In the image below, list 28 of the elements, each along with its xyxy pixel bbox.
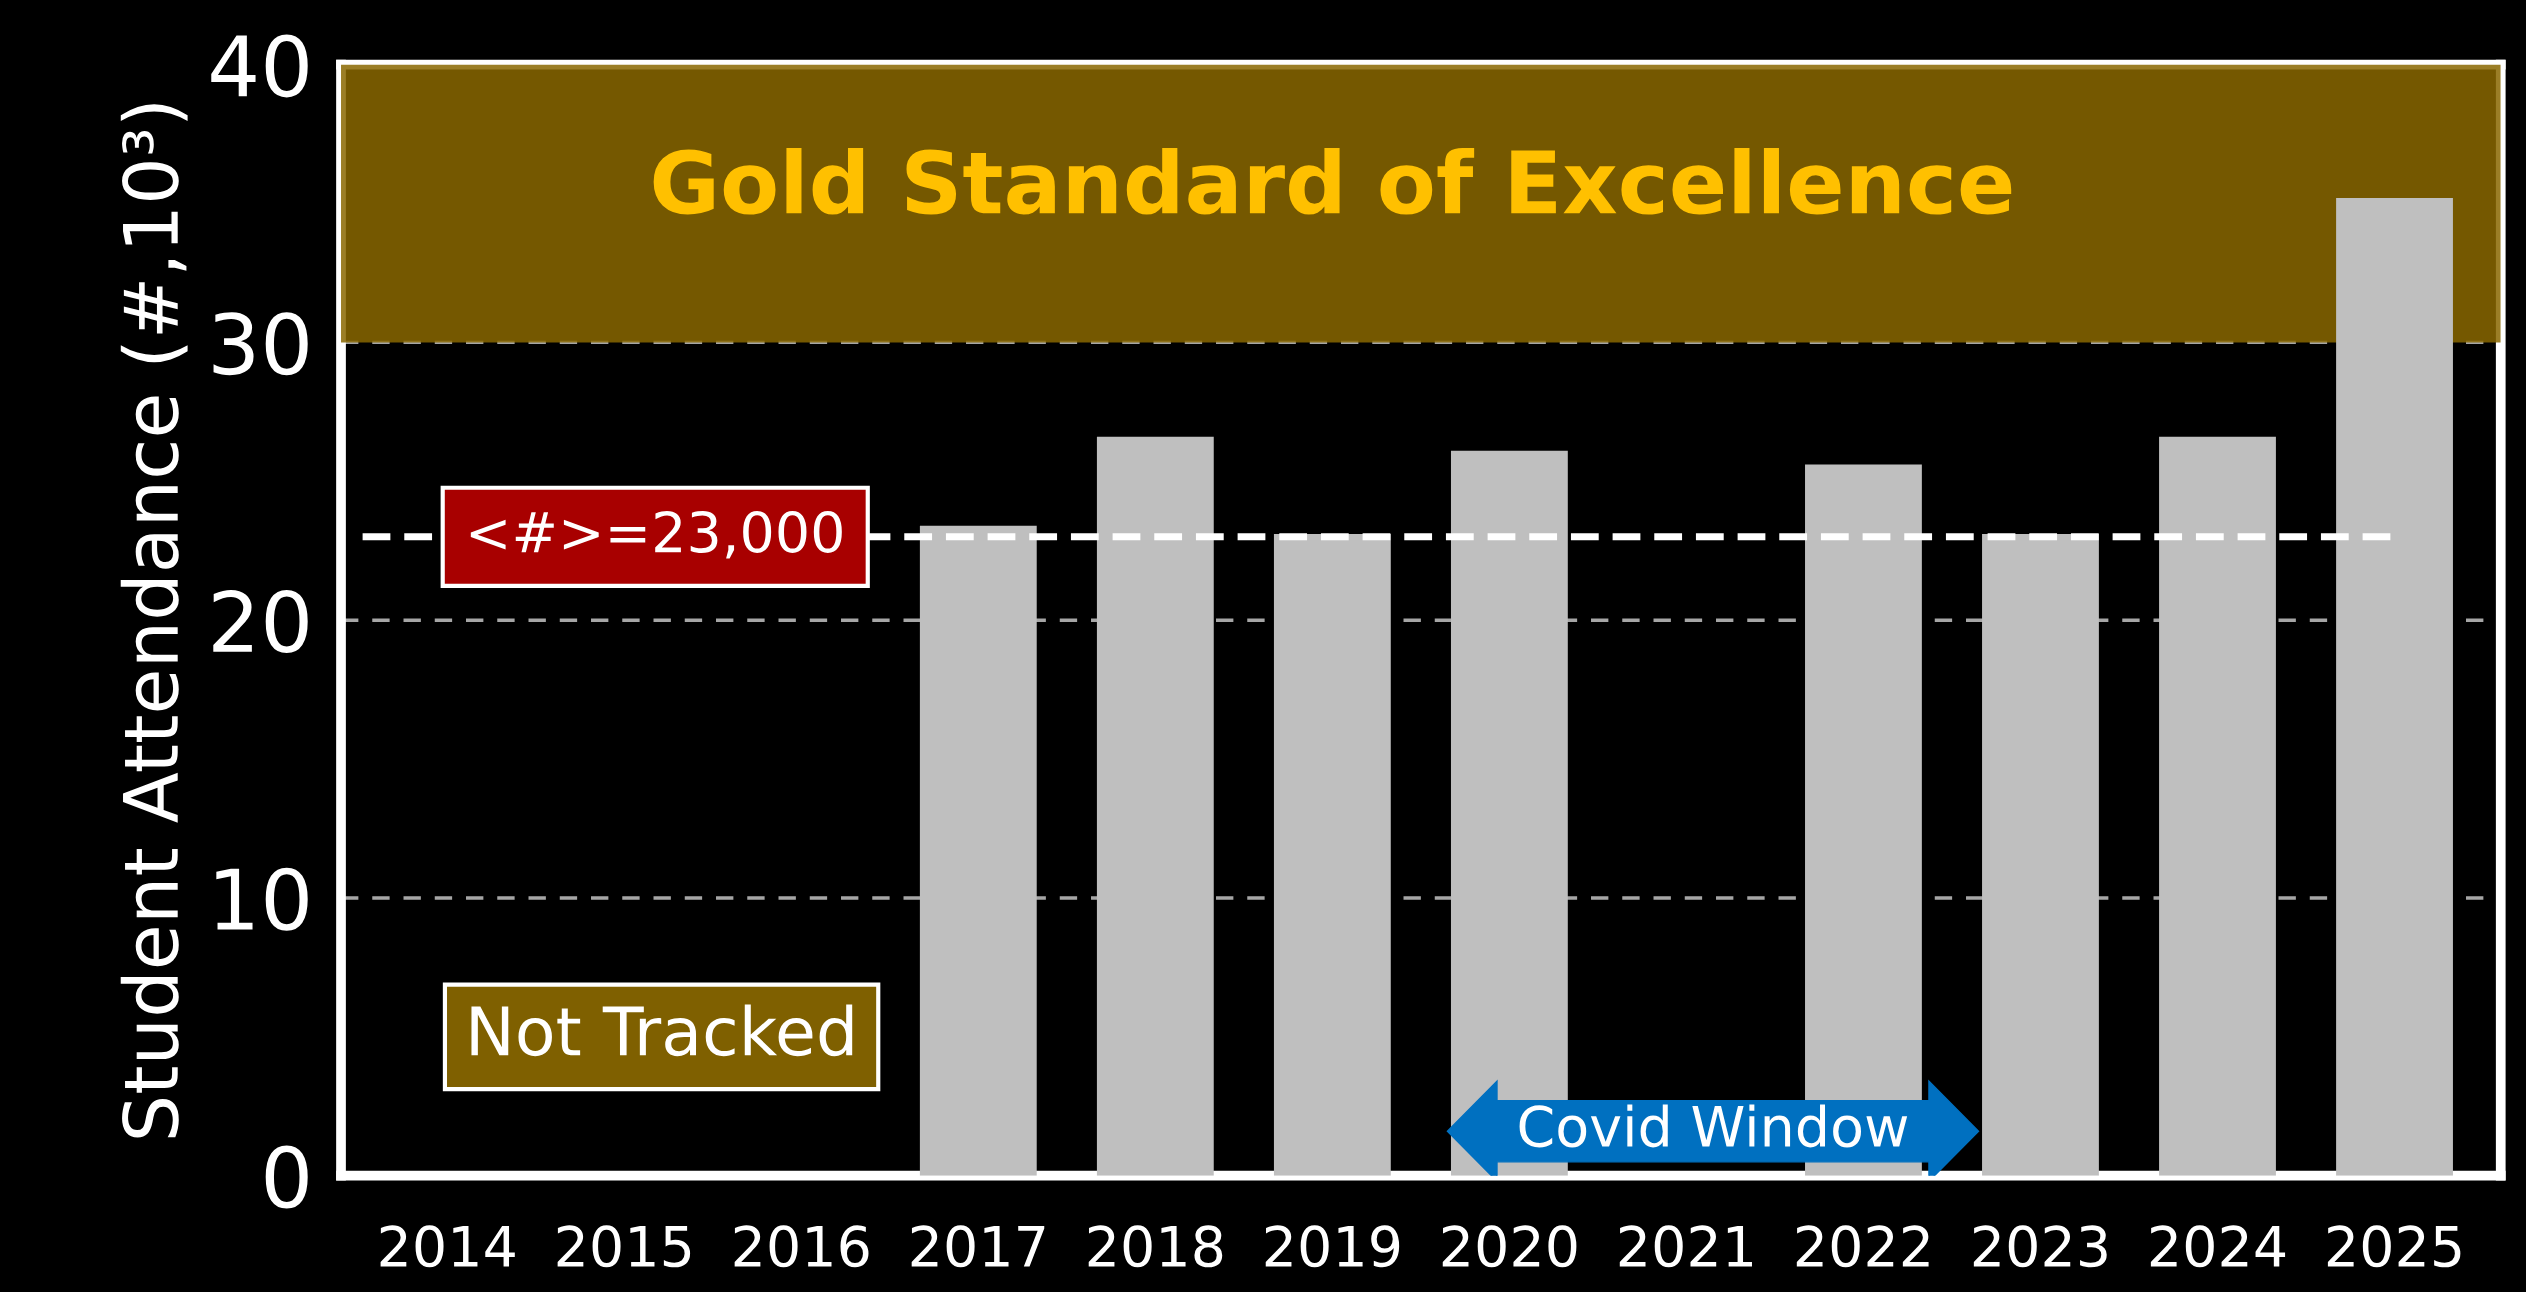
bar — [1273, 534, 1391, 1176]
x-tick-label: 2016 — [734, 1225, 869, 1268]
bar — [1096, 436, 1214, 1176]
x-tick-label: 2021 — [1619, 1225, 1752, 1268]
x-tick-label: 2014 — [380, 1225, 515, 1268]
x-tick-label: 2024 — [2150, 1225, 2286, 1268]
bar — [2159, 436, 2276, 1176]
y-tick-label: 30 — [213, 312, 308, 376]
x-tick-label: 2023 — [1973, 1225, 2107, 1268]
x-tick-label: 2017 — [911, 1225, 1045, 1268]
y-axis-title: Student Attendance (#,10³) — [120, 104, 188, 1138]
y-tick-label: 20 — [213, 589, 308, 654]
bar — [1982, 534, 2099, 1176]
bar — [919, 525, 1037, 1176]
y-tick-label: 0 — [265, 1145, 308, 1209]
x-tick-label: 2020 — [1442, 1225, 1577, 1268]
bar — [2336, 197, 2453, 1176]
annotation: Covid Window — [1519, 1104, 1908, 1148]
y-tick-label: 40 — [211, 34, 308, 98]
y-tick-label: 10 — [216, 867, 308, 931]
annotation: Not Tracked — [471, 1004, 853, 1057]
ref-line-label: <#>=23,000 — [470, 510, 842, 559]
x-tick-label: 2025 — [2327, 1225, 2461, 1268]
x-tick-label: 2018 — [1088, 1225, 1223, 1268]
x-tick-label: 2015 — [557, 1225, 691, 1268]
x-tick-label: 2019 — [1265, 1225, 1400, 1268]
x-tick-label: 2022 — [1796, 1225, 1929, 1268]
band-label: Gold Standard of Excellence — [653, 147, 2012, 215]
